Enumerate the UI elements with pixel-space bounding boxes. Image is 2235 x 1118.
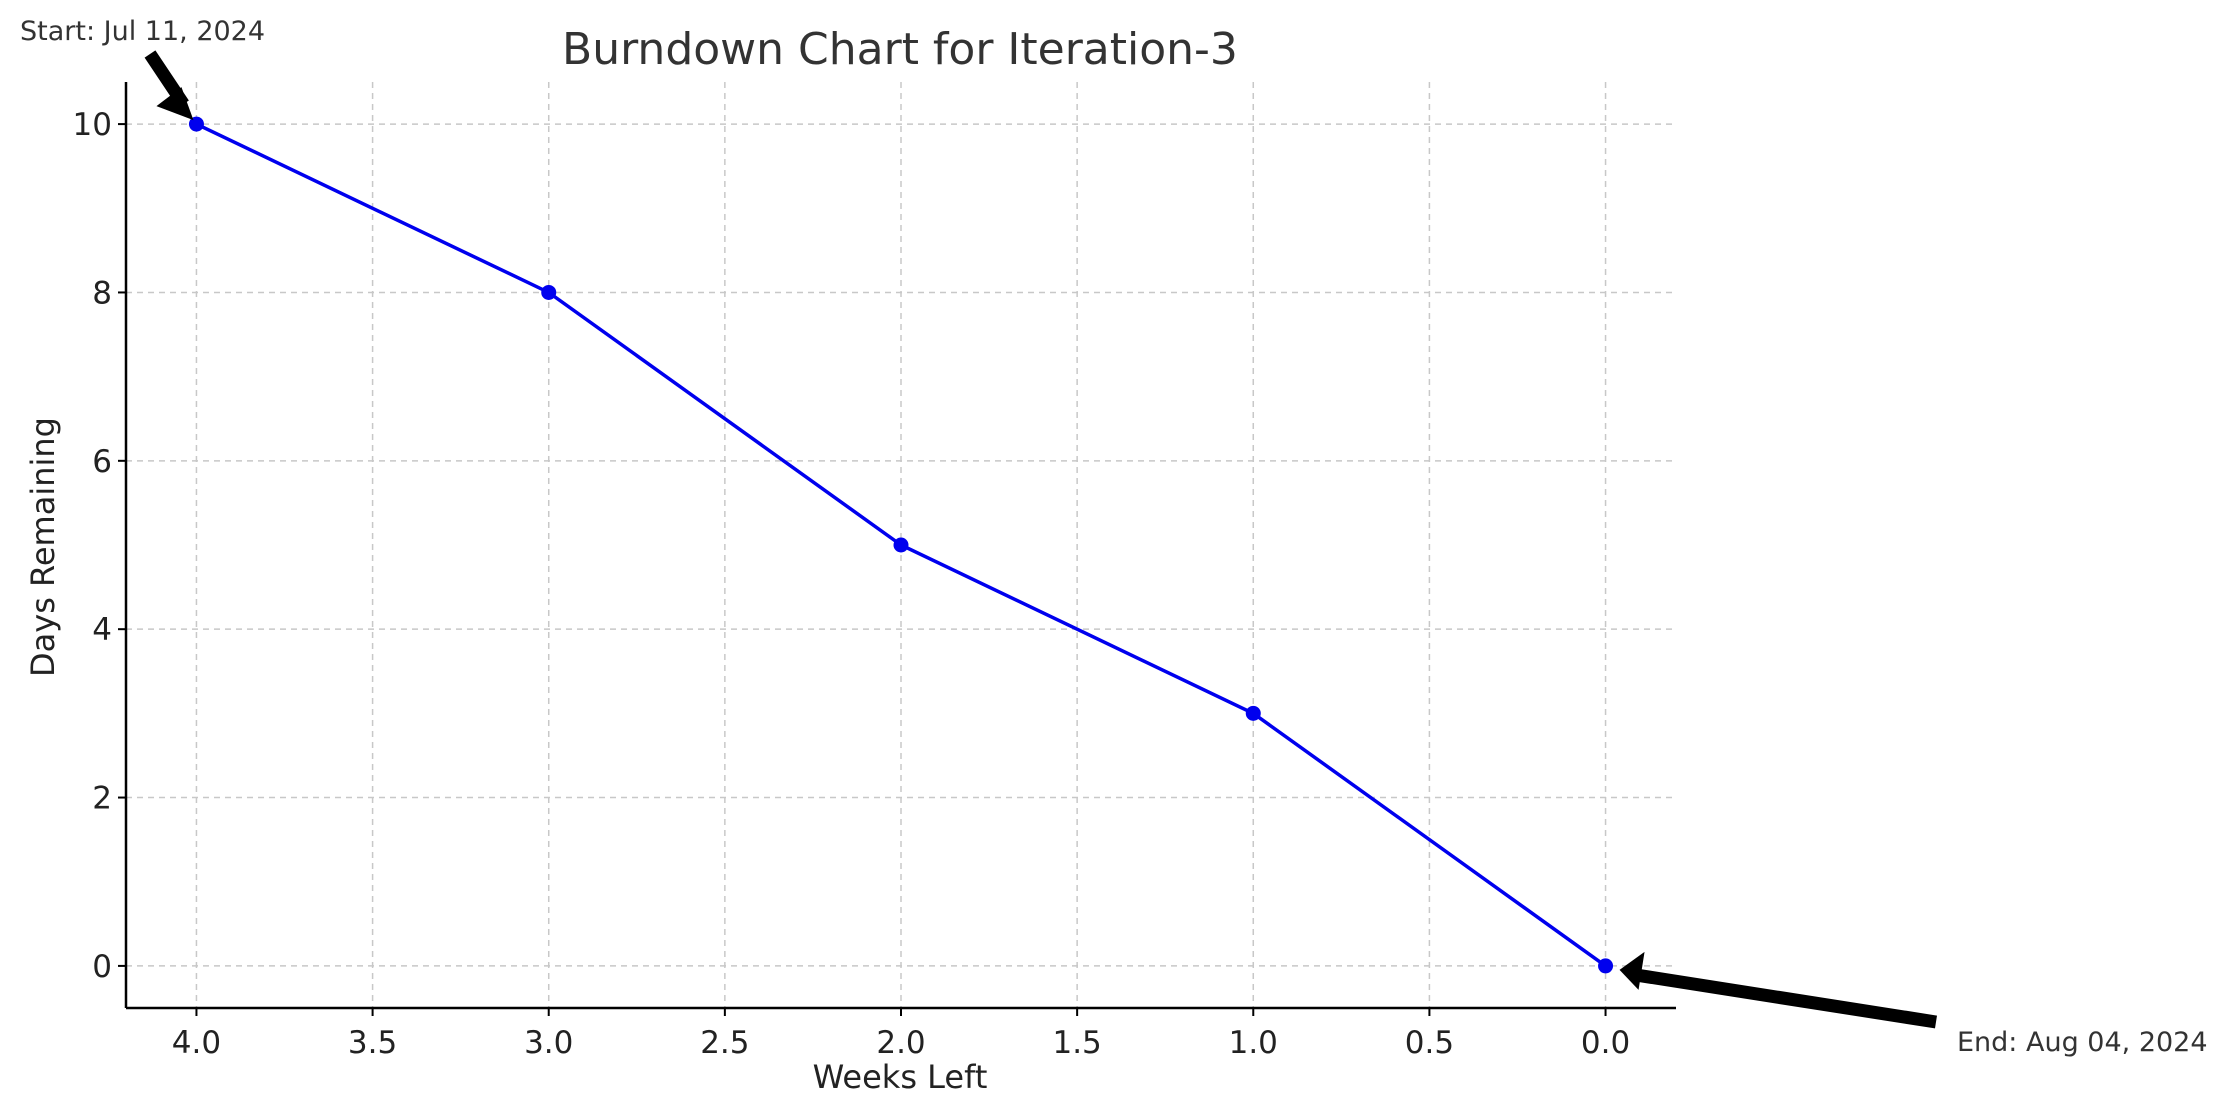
x-tick-label: 1.5 xyxy=(1052,1025,1101,1061)
annotation-start-arrowhead xyxy=(156,87,194,121)
y-tick-label: 2 xyxy=(92,781,112,817)
x-tick-label: 3.0 xyxy=(524,1025,573,1061)
data-point xyxy=(188,116,204,132)
y-axis-label: Days Remaining xyxy=(24,417,62,677)
series xyxy=(188,116,1614,974)
annotations: Start: Jul 11, 2024 End: Aug 04, 2024 xyxy=(20,16,2208,1058)
grid xyxy=(126,82,1676,1008)
x-tick-label: 2.5 xyxy=(700,1025,749,1061)
annotation-end-label: End: Aug 04, 2024 xyxy=(1957,1027,2208,1058)
y-tick-label: 10 xyxy=(73,107,112,143)
x-tick-label: 4.0 xyxy=(172,1025,221,1061)
annotation-start-label: Start: Jul 11, 2024 xyxy=(20,16,265,47)
chart-title: Burndown Chart for Iteration-3 xyxy=(562,24,1238,75)
x-tick-label: 0.0 xyxy=(1581,1025,1630,1061)
y-tick-label: 6 xyxy=(92,444,112,480)
y-tick-label: 0 xyxy=(92,949,112,985)
ticks: 4.0 3.5 3.0 2.5 2.0 1.5 1.0 0.5 0.0 0 2 4 6 8 10 xyxy=(73,107,1631,1061)
data-point xyxy=(1245,705,1261,721)
data-point xyxy=(1598,958,1614,974)
annotation-end-arrowhead xyxy=(1619,951,1645,990)
data-point xyxy=(893,537,909,553)
x-tick-label: 1.0 xyxy=(1229,1025,1278,1061)
data-point xyxy=(541,284,557,300)
y-tick-label: 4 xyxy=(92,612,112,648)
y-tick-label: 8 xyxy=(92,275,112,311)
x-axis-label: Weeks Left xyxy=(813,1058,988,1096)
x-tick-label: 3.5 xyxy=(348,1025,397,1061)
annotation-end-arrow xyxy=(1634,968,1938,1029)
x-tick-label: 0.5 xyxy=(1405,1025,1454,1061)
x-tick-label: 2.0 xyxy=(876,1025,925,1061)
